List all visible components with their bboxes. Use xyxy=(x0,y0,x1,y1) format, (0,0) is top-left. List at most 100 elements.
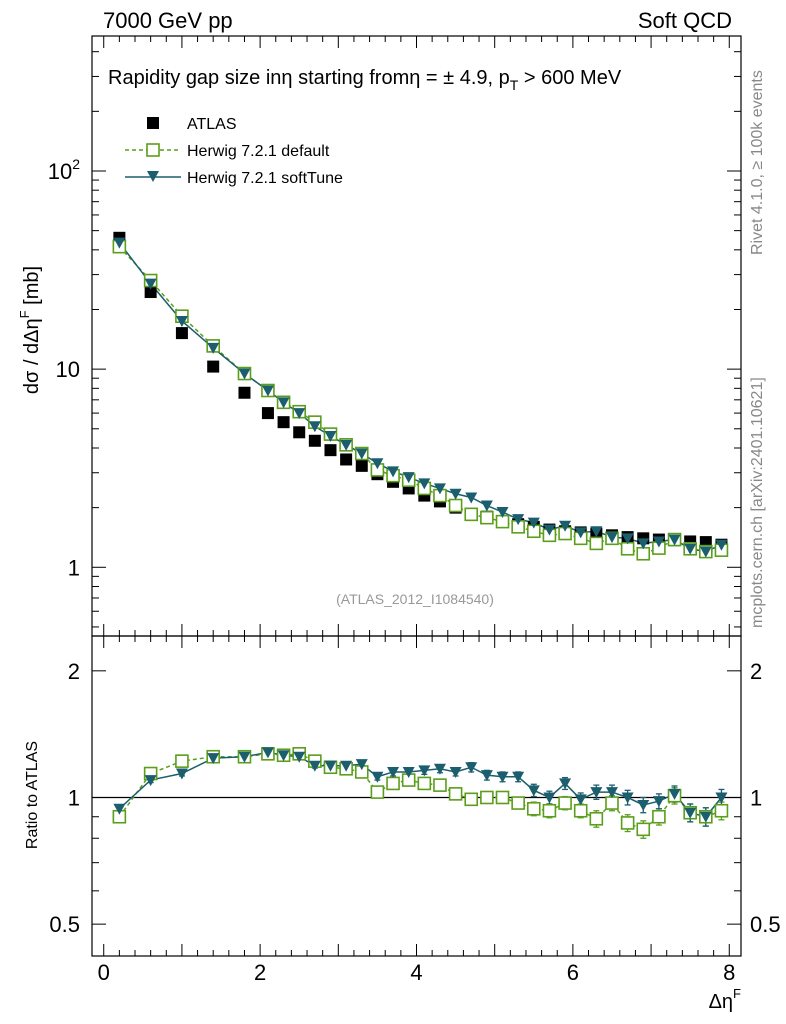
ratio-softtune-point xyxy=(543,792,556,804)
ratio-softtune-point xyxy=(590,787,603,799)
legend-marker-softtune xyxy=(147,171,159,182)
ratio-default-point xyxy=(386,776,400,791)
softtune-point xyxy=(261,385,274,397)
ratio-softtune-point xyxy=(433,763,446,775)
default-point xyxy=(480,510,494,525)
legend-label-atlas: ATLAS xyxy=(187,116,237,133)
rivet-label: Rivet 4.1.0, ≥ 100k events xyxy=(749,70,766,255)
x-tick-label: 6 xyxy=(567,960,579,985)
ratio-default-point xyxy=(558,796,572,810)
legend-marker-default xyxy=(146,143,160,157)
softtune-point xyxy=(574,527,587,539)
softtune-point xyxy=(543,524,556,536)
legend: ATLAS Herwig 7.2.1 default Herwig 7.2.1 … xyxy=(125,116,343,187)
ratio-softtune-point xyxy=(207,753,220,765)
ratio-default-point xyxy=(433,778,447,792)
ratio-default-point xyxy=(417,776,432,791)
atlas-point xyxy=(340,453,353,466)
ratio-y-tick-label-left: 0.5 xyxy=(49,912,80,937)
softtune-point xyxy=(605,532,618,544)
ratio-softtune-point xyxy=(684,807,697,819)
ratio-softtune-point xyxy=(371,771,384,783)
legend-marker-atlas xyxy=(147,117,159,129)
softtune-point xyxy=(324,430,337,442)
ratio-default-point xyxy=(605,796,619,810)
softtune-point xyxy=(668,534,681,546)
atlas-point xyxy=(277,416,290,429)
default-point xyxy=(589,536,604,551)
x-tick-label: 2 xyxy=(254,960,266,985)
header-left: 7000 GeV pp xyxy=(103,8,233,33)
ratio-softtune-point xyxy=(144,775,157,787)
softtune-point xyxy=(355,448,368,460)
atlas-point xyxy=(355,459,368,472)
softtune-point xyxy=(480,500,493,512)
ratio-softtune-point xyxy=(574,794,587,806)
ratio-y-tick-labels: 0.5 0.5 1 1 2 2 xyxy=(49,659,780,937)
ratio-panel: 0.5 0.5 1 1 2 2 Ratio to ATLAS xyxy=(24,635,781,957)
ratio-softtune-point xyxy=(277,750,290,762)
ratio-default-point xyxy=(542,803,557,818)
y-tick-label: 10 xyxy=(56,357,80,382)
legend-label-default: Herwig 7.2.1 default xyxy=(187,143,330,160)
softtune-point xyxy=(402,472,415,484)
softtune-point xyxy=(175,315,188,327)
ratio-softtune-point xyxy=(293,751,306,763)
ratio-default-point xyxy=(511,796,525,810)
ratio-default-point xyxy=(370,785,385,799)
ratio-y-tick-label-left: 1 xyxy=(68,785,80,810)
ratio-y-tick-label-right: 1 xyxy=(750,785,762,810)
y-tick-label: 1 xyxy=(68,555,80,580)
softtune-point xyxy=(715,539,728,551)
ratio-default-point xyxy=(526,801,541,816)
main-panel: 1 10 102 Rapidity gap size inη starting fr… xyxy=(17,35,742,637)
ratio-softtune-point xyxy=(449,766,462,778)
ratio-softtune-point xyxy=(261,747,274,759)
atlas-point xyxy=(324,444,337,457)
ratio-default-point xyxy=(589,811,604,826)
ratio-softtune-point xyxy=(512,771,525,783)
ratio-y-tick-label-right: 0.5 xyxy=(750,912,781,937)
atlas-point xyxy=(293,426,306,439)
ratio-default-point xyxy=(620,816,635,830)
ratio-softtune-point xyxy=(308,760,321,772)
ratio-softtune-point xyxy=(324,760,337,772)
softtune-point xyxy=(590,526,603,538)
ratio-y-tick-label-right: 2 xyxy=(750,659,762,684)
atlas-point xyxy=(207,360,220,373)
default-line xyxy=(118,246,722,555)
x-tick-label: 0 xyxy=(98,960,110,985)
default-point xyxy=(636,546,651,561)
softtune-point xyxy=(293,408,306,420)
default-point xyxy=(464,507,479,522)
ratio-default-point xyxy=(175,754,189,768)
ratio-softtune-point xyxy=(637,799,650,811)
header-right: Soft QCD xyxy=(638,8,732,33)
ratio-softtune-point xyxy=(113,803,126,815)
ratio-default-point xyxy=(714,803,729,818)
softtune-point xyxy=(277,397,290,409)
atlas-point xyxy=(261,407,274,420)
softtune-point xyxy=(433,483,446,495)
softtune-line xyxy=(118,242,722,553)
ratio-softtune-point xyxy=(387,766,400,778)
y-tick-label: 102 xyxy=(48,156,80,184)
softtune-point xyxy=(465,492,478,504)
softtune-point xyxy=(652,536,665,548)
softtune-point xyxy=(527,517,540,529)
default-point xyxy=(448,498,463,513)
x-tick-label: 8 xyxy=(723,960,735,985)
ratio-softtune-point xyxy=(496,771,509,783)
default-point xyxy=(620,541,635,556)
atlas-point xyxy=(238,386,251,399)
atlas-point xyxy=(175,327,188,340)
softtune-point xyxy=(207,342,220,354)
legend-label-softtune: Herwig 7.2.1 softTune xyxy=(187,170,343,187)
ratio-default-point xyxy=(652,809,666,824)
softtune-point xyxy=(340,439,353,451)
ratio-softtune-point xyxy=(465,762,478,774)
ratio-softtune-point xyxy=(238,751,251,763)
softtune-point xyxy=(238,368,251,380)
softtune-point xyxy=(699,546,712,558)
x-tick-labels: 0 2 4 6 8 xyxy=(98,960,736,985)
